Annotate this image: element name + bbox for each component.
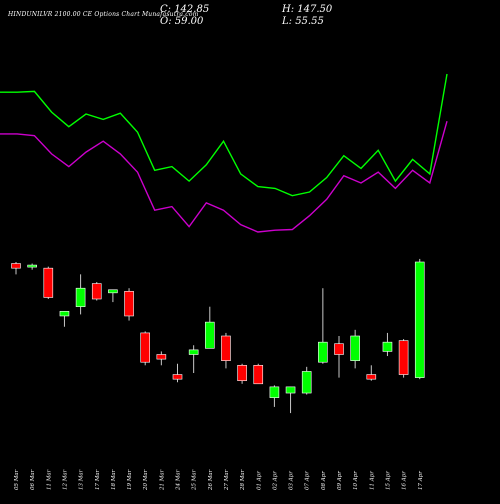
candle — [382, 332, 393, 357]
candle-body — [398, 340, 409, 375]
candle — [253, 363, 264, 385]
x-tick-label: 17 Mar — [95, 469, 101, 490]
x-tick-label: 05 Mar — [14, 469, 20, 490]
candle-body — [334, 343, 344, 355]
x-tick-label: 20 Mar — [143, 469, 149, 491]
candle-body — [253, 364, 264, 385]
x-tick-label: 02 Apr — [272, 471, 278, 490]
candle — [59, 311, 70, 327]
high-label: H: 147.50 — [282, 4, 333, 15]
candle-body — [366, 374, 377, 380]
x-tick-label: 01 Apr — [256, 471, 262, 490]
candle-body — [285, 386, 296, 394]
candle — [350, 329, 360, 369]
candle-body — [43, 267, 54, 298]
x-tick-label: 24 Mar — [176, 469, 182, 491]
candle — [43, 266, 54, 299]
x-tick-label: 12 Mar — [62, 469, 68, 490]
candle — [366, 365, 377, 381]
candle — [108, 289, 118, 303]
x-tick-label: 08 Apr — [321, 471, 327, 490]
chart-title: HINDUNILVR 2100.00 CE Options Chart Muna… — [8, 11, 199, 18]
candle — [318, 288, 328, 364]
x-tick-label: 21 Mar — [159, 469, 165, 491]
candle-body — [188, 349, 199, 355]
indicator-lines — [0, 73, 448, 233]
candle — [124, 288, 134, 321]
candle — [398, 339, 409, 378]
x-tick-label: 06 Mar — [30, 469, 36, 490]
candle-body — [172, 374, 183, 380]
candle-body — [75, 287, 86, 308]
x-tick-label: 26 Mar — [208, 469, 214, 491]
candle — [188, 345, 199, 373]
x-tick-label: 25 Mar — [192, 469, 198, 491]
candle — [27, 263, 37, 270]
candle — [285, 386, 296, 414]
candle — [75, 274, 86, 315]
series-line-lower — [0, 121, 448, 233]
candle — [140, 331, 150, 366]
candle-body — [59, 311, 70, 317]
close-label: C: 142.85 — [160, 4, 210, 15]
x-tick-label: 28 Mar — [240, 469, 246, 491]
candle-body — [205, 321, 215, 349]
x-tick-label: 15 Apr — [385, 471, 391, 490]
candle-body — [27, 264, 37, 268]
candle-body — [350, 335, 360, 361]
candle-body — [269, 386, 280, 398]
candle-body — [11, 263, 21, 269]
x-axis-labels: 05 Mar 06 Mar 11 Mar 12 Mar 13 Mar 17 Mar 18 M… — [14, 469, 424, 491]
x-tick-label: 18 Mar — [111, 469, 117, 490]
x-tick-label: 03 Apr — [289, 471, 295, 490]
candle — [334, 336, 344, 378]
candle — [221, 332, 231, 369]
candle — [301, 366, 312, 395]
candle-body — [91, 283, 102, 300]
x-tick-label: 10 Apr — [353, 471, 359, 490]
candle-body — [124, 290, 134, 317]
candle-body — [318, 341, 328, 363]
candle-body — [382, 341, 393, 352]
x-tick-label: 13 Mar — [79, 469, 85, 490]
series-line-upper — [0, 73, 448, 197]
candle — [11, 262, 21, 275]
candle — [172, 363, 183, 383]
x-tick-label: 07 Apr — [305, 471, 311, 490]
x-tick-label: 16 Apr — [402, 471, 408, 490]
candle-body — [108, 289, 118, 294]
x-tick-label: 27 Mar — [224, 469, 230, 491]
candle — [237, 363, 247, 384]
x-tick-label: 09 Apr — [337, 471, 343, 490]
x-tick-label: 11 Apr — [369, 471, 375, 490]
x-tick-label: 19 Mar — [127, 469, 133, 490]
candle-body — [221, 335, 231, 361]
candle — [156, 351, 167, 366]
candle-body — [156, 354, 167, 360]
candle — [269, 385, 280, 407]
open-label: O: 59.00 — [160, 16, 204, 27]
low-label: L: 55.55 — [282, 16, 324, 27]
x-tick-label: 11 Mar — [46, 469, 52, 490]
candle — [91, 282, 102, 301]
candle — [205, 306, 215, 349]
candle — [414, 258, 425, 380]
candle-body — [414, 261, 425, 378]
candle-body — [140, 332, 150, 363]
candles — [11, 258, 425, 414]
candle-body — [237, 364, 247, 382]
x-tick-label: 17 Apr — [418, 471, 424, 490]
candle-body — [301, 371, 312, 394]
